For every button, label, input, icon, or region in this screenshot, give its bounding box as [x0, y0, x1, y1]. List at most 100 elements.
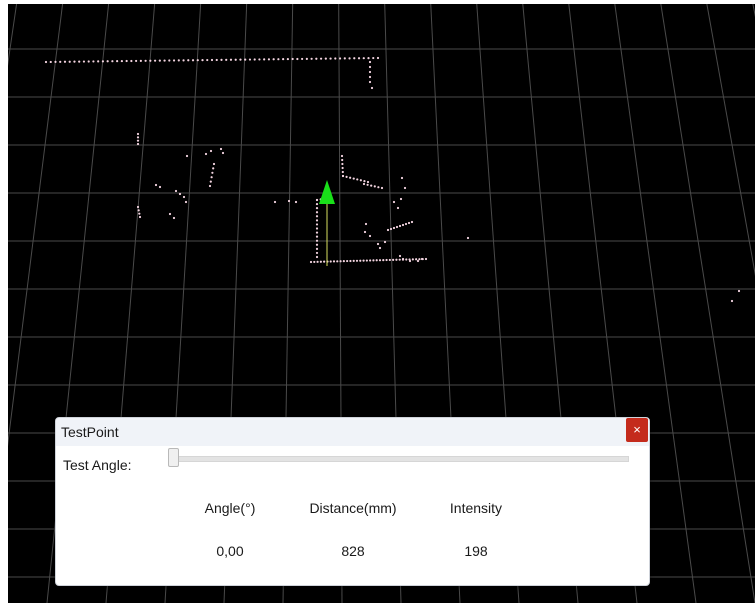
point	[410, 220, 414, 224]
point	[382, 259, 385, 262]
point	[136, 136, 140, 139]
point	[120, 59, 123, 63]
point	[78, 60, 81, 63]
point	[378, 246, 382, 250]
point	[101, 60, 105, 63]
point	[263, 58, 266, 61]
point	[392, 258, 395, 261]
point	[398, 224, 402, 228]
point	[106, 60, 109, 63]
dialog-titlebar[interactable]: TestPoint ×	[56, 418, 649, 446]
point	[329, 260, 332, 263]
point	[212, 162, 216, 166]
point	[294, 200, 298, 204]
angle-header: Angle(°)	[204, 500, 256, 516]
point	[368, 60, 372, 64]
point	[415, 258, 418, 261]
point	[54, 60, 57, 63]
point	[396, 206, 400, 210]
point	[365, 259, 368, 262]
point-cloud	[44, 56, 741, 303]
point	[135, 59, 138, 63]
grid-line	[614, 4, 697, 603]
point	[401, 223, 405, 227]
point	[389, 227, 393, 231]
point	[424, 257, 428, 261]
point	[296, 57, 299, 61]
point	[323, 260, 326, 263]
point	[342, 260, 345, 263]
test-angle-slider-track[interactable]	[171, 456, 629, 462]
point	[178, 192, 182, 196]
point	[339, 260, 342, 263]
angle-value: 0,00	[216, 543, 244, 559]
distance-value: 828	[341, 543, 365, 559]
point	[319, 57, 323, 60]
grid-line	[8, 4, 18, 67]
point	[372, 56, 375, 60]
point	[369, 259, 372, 262]
point	[211, 171, 214, 174]
point	[383, 240, 387, 244]
point	[153, 59, 157, 62]
point	[191, 59, 195, 62]
point	[209, 180, 212, 183]
point	[277, 58, 280, 61]
point	[363, 230, 367, 234]
point	[362, 182, 366, 186]
point	[248, 58, 252, 61]
point	[398, 254, 402, 258]
point	[315, 223, 319, 226]
point	[59, 60, 62, 63]
point	[362, 57, 365, 60]
point	[466, 236, 470, 240]
point	[219, 147, 223, 151]
point	[239, 58, 242, 61]
point	[92, 60, 95, 63]
point	[341, 174, 345, 178]
point	[204, 152, 208, 156]
point	[345, 175, 348, 178]
point	[163, 59, 166, 62]
point	[315, 211, 319, 214]
test-angle-slider-thumb[interactable]	[168, 448, 179, 467]
point	[315, 202, 319, 206]
point	[332, 260, 336, 263]
point	[372, 259, 375, 262]
point	[210, 176, 213, 179]
point	[315, 219, 319, 222]
point	[399, 197, 403, 201]
point	[356, 178, 359, 181]
point	[341, 166, 344, 170]
point	[136, 205, 140, 209]
point	[273, 200, 277, 204]
point	[267, 58, 271, 61]
point	[353, 57, 356, 60]
distance-header: Distance(mm)	[309, 500, 397, 516]
point	[376, 56, 380, 60]
point	[401, 257, 405, 261]
point	[357, 57, 361, 60]
point	[220, 58, 223, 61]
point	[168, 59, 171, 62]
point	[348, 57, 351, 60]
point	[315, 198, 319, 202]
orientation-arrow-icon	[319, 180, 335, 266]
point	[359, 259, 362, 262]
point	[87, 60, 90, 63]
point	[368, 70, 372, 74]
point	[282, 58, 285, 61]
point	[368, 80, 372, 84]
point	[111, 60, 114, 63]
point	[137, 209, 140, 212]
point	[315, 255, 319, 259]
point	[355, 259, 359, 262]
point	[404, 222, 408, 226]
point	[310, 57, 313, 60]
point	[730, 299, 734, 303]
point	[392, 200, 396, 204]
close-button[interactable]: ×	[626, 418, 648, 442]
point	[403, 186, 407, 190]
point	[44, 60, 48, 64]
point	[411, 258, 414, 261]
